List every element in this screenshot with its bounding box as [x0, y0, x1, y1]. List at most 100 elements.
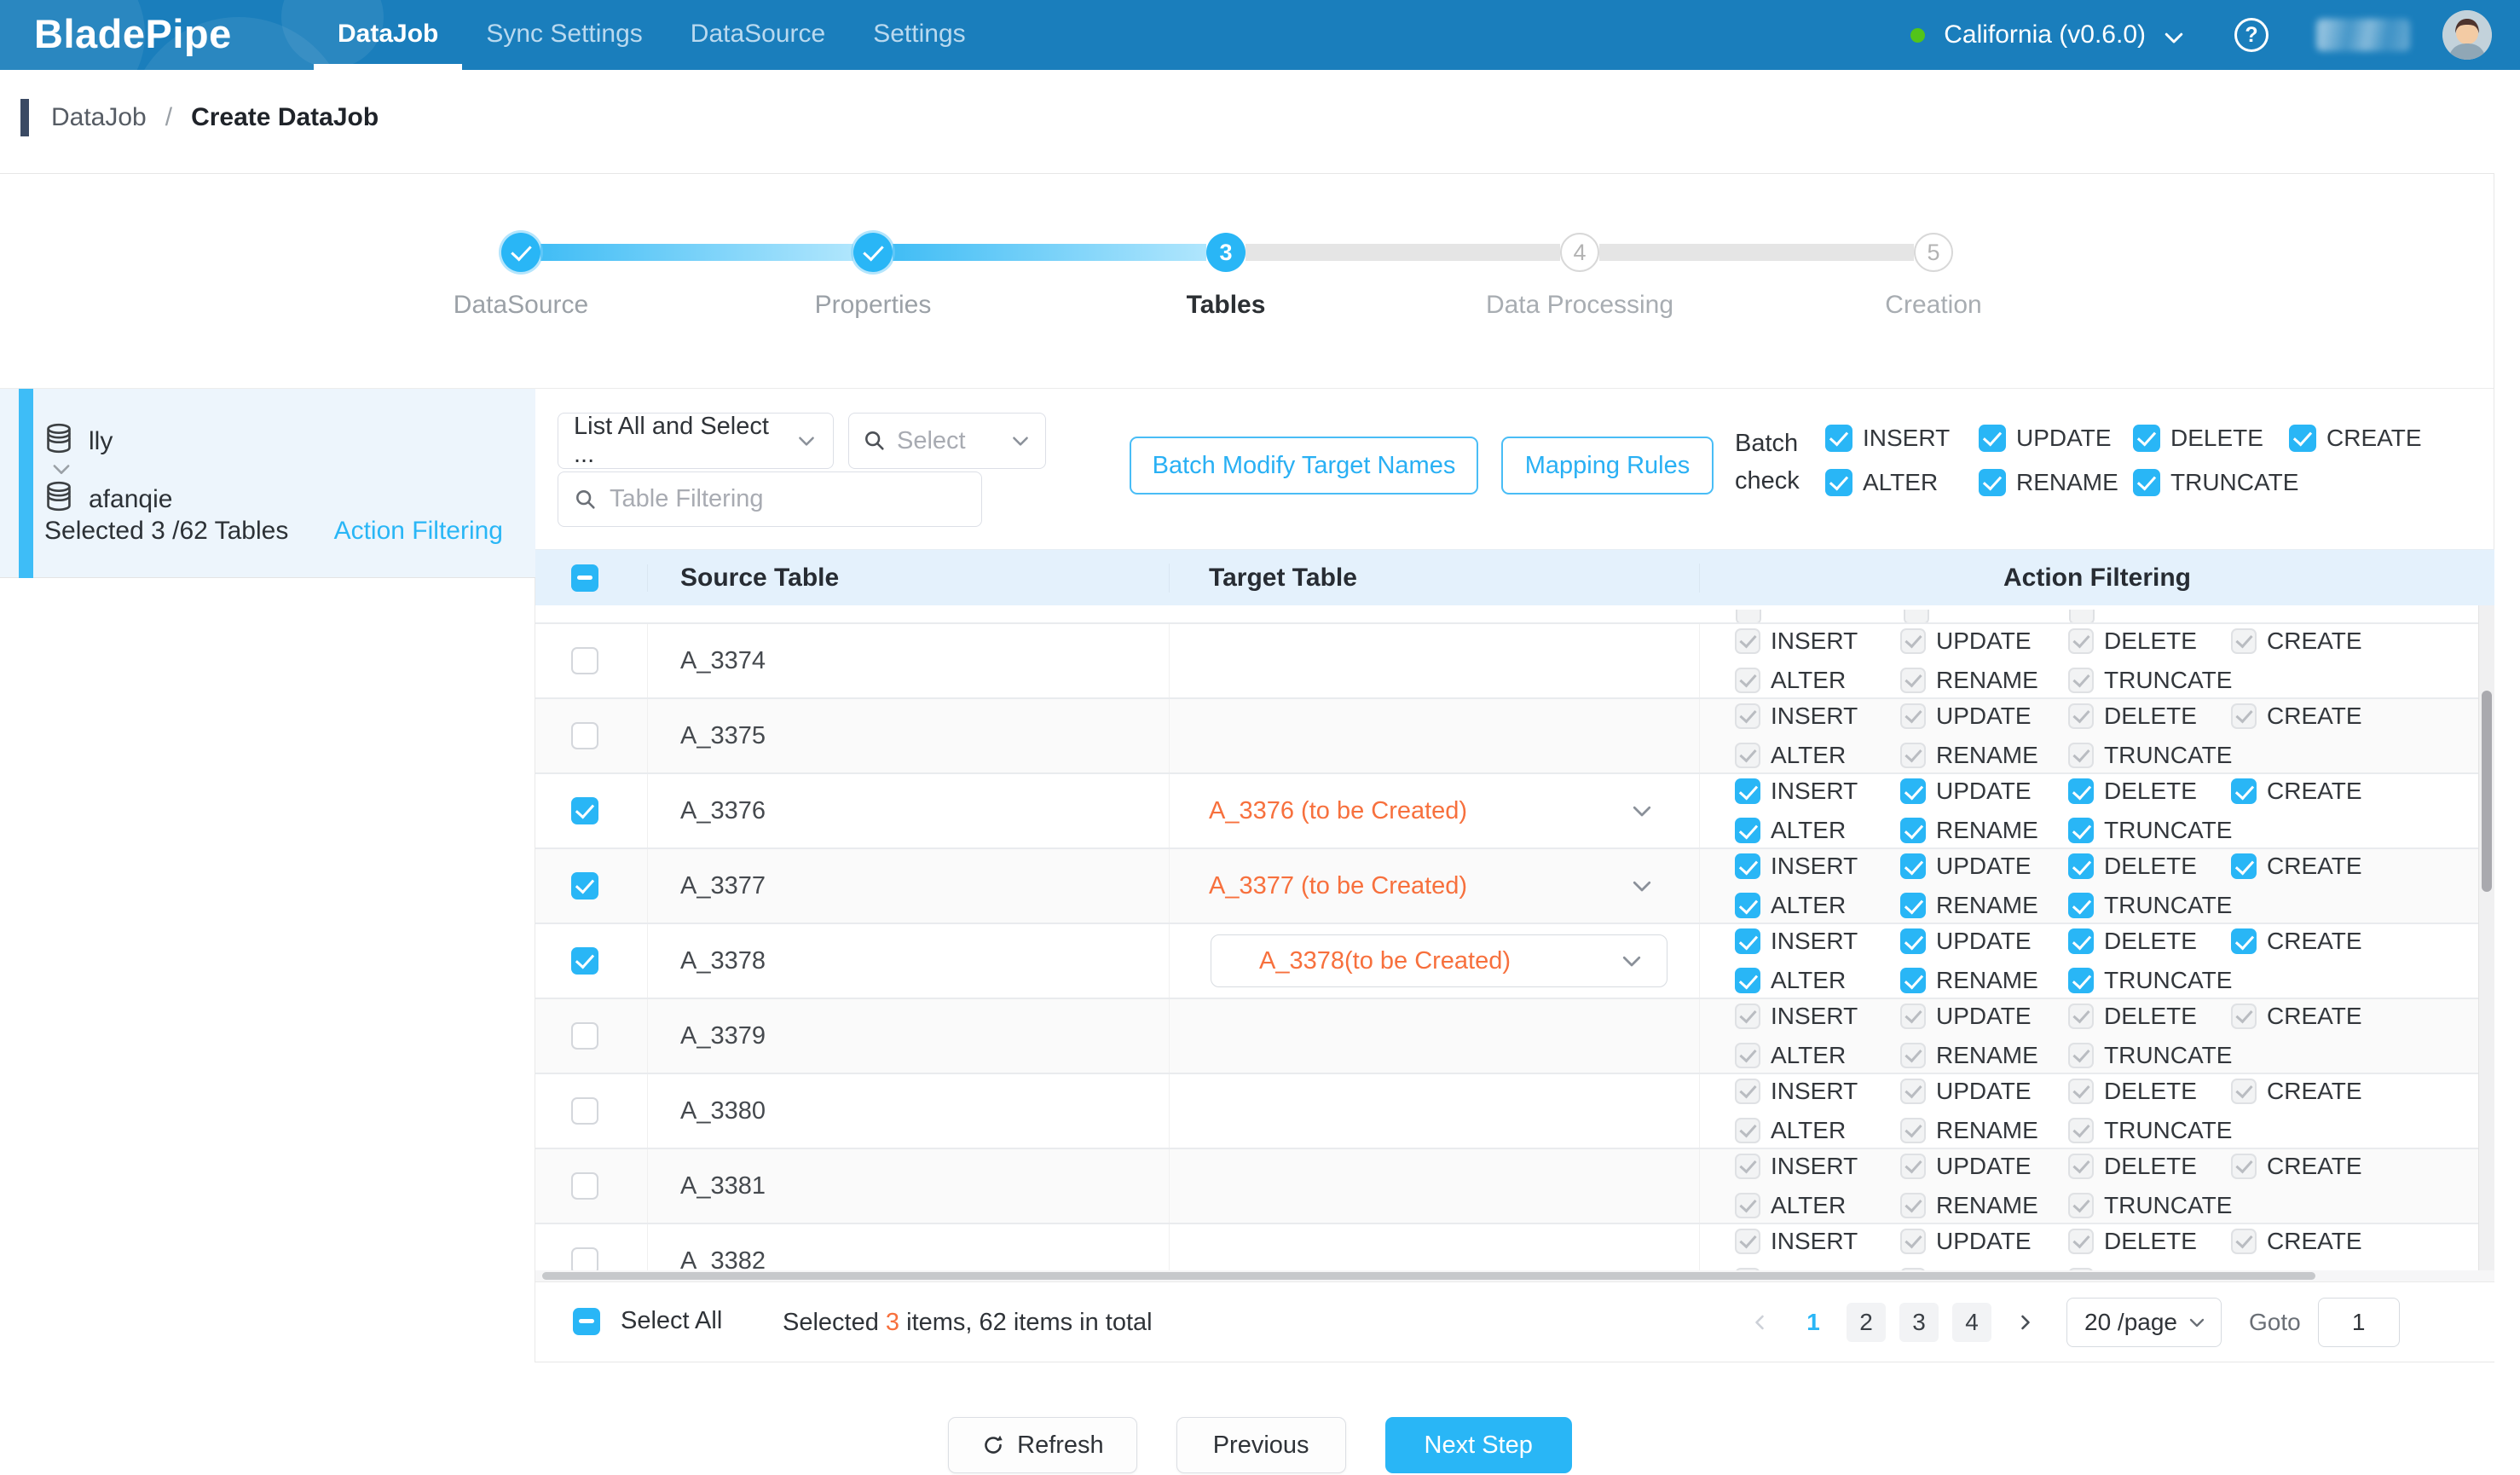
checkbox[interactable]	[1900, 968, 1926, 993]
checkbox[interactable]	[1900, 818, 1926, 843]
vertical-scrollbar[interactable]	[2478, 605, 2494, 1270]
checkbox[interactable]	[1735, 778, 1760, 804]
schema-select[interactable]: Select	[848, 413, 1046, 469]
checkbox[interactable]	[571, 647, 598, 674]
checkbox[interactable]	[571, 1097, 598, 1125]
checkbox[interactable]	[2133, 469, 2160, 496]
chevron-down-icon[interactable]	[2161, 25, 2187, 50]
action-filter-insert[interactable]: INSERT	[1735, 926, 1900, 957]
batch-check-delete[interactable]: DELETE	[2133, 423, 2289, 454]
page-button-3[interactable]: 3	[1899, 1303, 1939, 1342]
action-filter-update[interactable]: UPDATE	[1900, 776, 2068, 807]
checkbox[interactable]	[2068, 928, 2094, 954]
action-filter-insert[interactable]: INSERT	[1735, 776, 1900, 807]
action-filter-create[interactable]: CREATE	[2231, 776, 2362, 807]
checkbox[interactable]	[571, 722, 598, 749]
batch-check-create[interactable]: CREATE	[2289, 423, 2422, 454]
avatar[interactable]	[2442, 10, 2492, 60]
nav-item-settings[interactable]: Settings	[849, 0, 989, 70]
select-page-checkbox[interactable]	[571, 564, 598, 592]
action-filter-alter[interactable]: ALTER	[1735, 965, 1900, 996]
breadcrumb-parent[interactable]: DataJob	[51, 103, 147, 132]
nav-item-sync-settings[interactable]: Sync Settings	[462, 0, 666, 70]
target-table-select[interactable]: A_3376 (to be Created)	[1170, 774, 1700, 847]
checkbox[interactable]	[1825, 469, 1852, 496]
checkbox[interactable]	[2231, 928, 2257, 954]
vertical-scrollbar-thumb[interactable]	[2482, 691, 2492, 892]
checkbox[interactable]	[1735, 893, 1760, 918]
select-all-checkbox[interactable]	[573, 1308, 600, 1335]
table-filter-input[interactable]: Table Filtering	[558, 471, 982, 527]
checkbox[interactable]	[2068, 853, 2094, 879]
next-page-button[interactable]	[2005, 1303, 2044, 1342]
checkbox[interactable]	[2133, 425, 2160, 452]
help-icon[interactable]: ?	[2234, 18, 2269, 52]
nav-item-datajob[interactable]: DataJob	[314, 0, 462, 70]
checkbox[interactable]	[571, 1247, 598, 1270]
target-table-select[interactable]: A_3377 (to be Created)	[1170, 849, 1700, 923]
checkbox[interactable]	[1735, 968, 1760, 993]
batch-check-rename[interactable]: RENAME	[1979, 467, 2133, 498]
checkbox[interactable]	[2231, 778, 2257, 804]
checkbox[interactable]	[1735, 853, 1760, 879]
action-filter-truncate[interactable]: TRUNCATE	[2068, 815, 2231, 846]
action-filtering-link[interactable]: Action Filtering	[334, 517, 503, 546]
action-filter-truncate[interactable]: TRUNCATE	[2068, 965, 2231, 996]
action-filter-update[interactable]: UPDATE	[1900, 926, 2068, 957]
previous-button[interactable]: Previous	[1176, 1417, 1346, 1473]
action-filter-rename[interactable]: RENAME	[1900, 890, 2068, 921]
action-filter-rename[interactable]: RENAME	[1900, 965, 2068, 996]
action-filter-create[interactable]: CREATE	[2231, 926, 2362, 957]
horizontal-scrollbar-thumb[interactable]	[542, 1272, 2315, 1280]
nav-item-datasource[interactable]: DataSource	[667, 0, 849, 70]
region-selector-label[interactable]: California (v0.6.0)	[1944, 20, 2146, 49]
checkbox[interactable]	[1979, 469, 2006, 496]
list-mode-select[interactable]: List All and Select ...	[558, 413, 834, 469]
next-step-button[interactable]: Next Step	[1385, 1417, 1572, 1473]
page-size-select[interactable]: 20 /page	[2066, 1298, 2222, 1347]
action-filter-alter[interactable]: ALTER	[1735, 815, 1900, 846]
checkbox[interactable]	[1900, 893, 1926, 918]
action-filter-delete[interactable]: DELETE	[2068, 776, 2231, 807]
batch-check-update[interactable]: UPDATE	[1979, 423, 2133, 454]
checkbox[interactable]	[2068, 778, 2094, 804]
checkbox[interactable]	[2231, 853, 2257, 879]
page-button-1[interactable]: 1	[1794, 1303, 1833, 1342]
checkbox[interactable]	[2068, 968, 2094, 993]
checkbox[interactable]	[2068, 893, 2094, 918]
batch-check-alter[interactable]: ALTER	[1825, 467, 1979, 498]
action-filter-truncate[interactable]: TRUNCATE	[2068, 890, 2231, 921]
checkbox[interactable]	[571, 797, 598, 824]
target-table-select[interactable]: A_3378(to be Created)	[1170, 924, 1700, 998]
checkbox[interactable]	[1735, 818, 1760, 843]
select-all-label[interactable]: Select All	[621, 1307, 722, 1335]
action-filter-rename[interactable]: RENAME	[1900, 815, 2068, 846]
action-filter-update[interactable]: UPDATE	[1900, 851, 2068, 882]
checkbox[interactable]	[1825, 425, 1852, 452]
batch-check-truncate[interactable]: TRUNCATE	[2133, 467, 2289, 498]
goto-page-input[interactable]: 1	[2318, 1298, 2400, 1347]
refresh-button[interactable]: Refresh	[948, 1417, 1137, 1473]
checkbox[interactable]	[571, 1172, 598, 1200]
checkbox[interactable]	[1900, 853, 1926, 879]
checkbox[interactable]	[1900, 928, 1926, 954]
action-filter-alter[interactable]: ALTER	[1735, 890, 1900, 921]
target-table-select-box[interactable]: A_3378(to be Created)	[1211, 934, 1667, 987]
mapping-rules-button[interactable]: Mapping Rules	[1501, 437, 1714, 495]
batch-modify-target-names-button[interactable]: Batch Modify Target Names	[1130, 437, 1478, 495]
checkbox[interactable]	[1979, 425, 2006, 452]
checkbox[interactable]	[1900, 778, 1926, 804]
checkbox[interactable]	[571, 1022, 598, 1050]
datasource-pair-card[interactable]: lly afanqie Selected 3 /62 Tables Action…	[0, 389, 535, 578]
horizontal-scrollbar[interactable]	[535, 1270, 2494, 1281]
checkbox[interactable]	[2289, 425, 2316, 452]
checkbox[interactable]	[571, 947, 598, 975]
prev-page-button[interactable]	[1741, 1303, 1780, 1342]
checkbox[interactable]	[571, 872, 598, 899]
checkbox[interactable]	[2068, 818, 2094, 843]
action-filter-create[interactable]: CREATE	[2231, 851, 2362, 882]
action-filter-delete[interactable]: DELETE	[2068, 926, 2231, 957]
batch-check-insert[interactable]: INSERT	[1825, 423, 1979, 454]
checkbox[interactable]	[1735, 928, 1760, 954]
page-button-4[interactable]: 4	[1952, 1303, 1991, 1342]
